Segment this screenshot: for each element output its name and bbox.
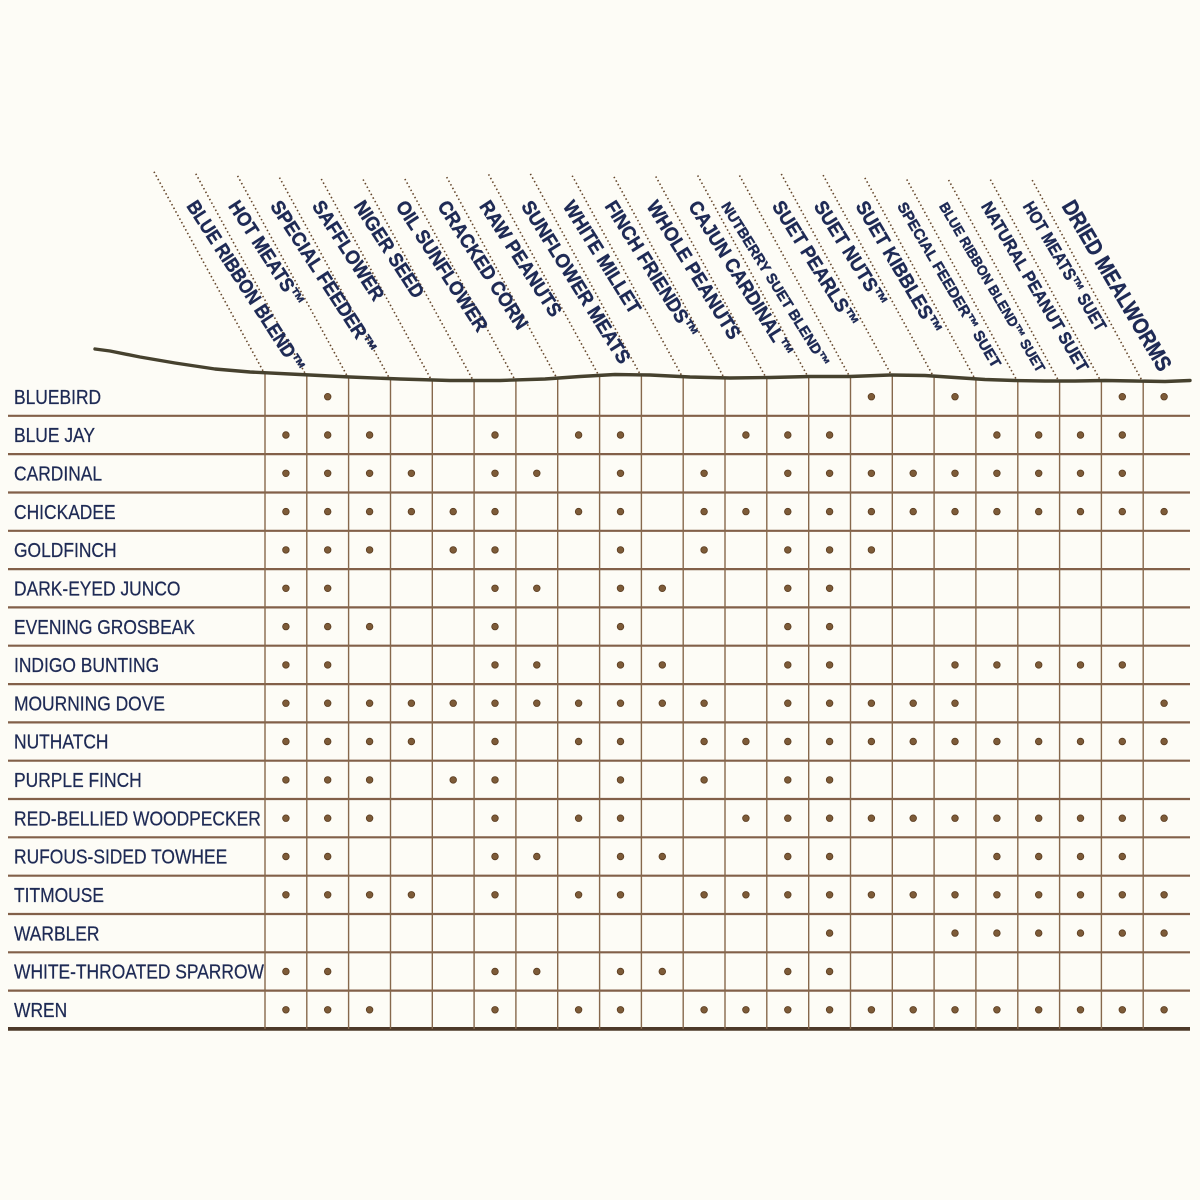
svg-text:CHICKADEE: CHICKADEE (14, 502, 116, 525)
svg-text:EVENING GROSBEAK: EVENING GROSBEAK (14, 617, 195, 640)
svg-text:DARK-EYED JUNCO: DARK-EYED JUNCO (14, 578, 180, 601)
svg-text:CARDINAL: CARDINAL (14, 463, 102, 486)
svg-text:MOURNING DOVE: MOURNING DOVE (14, 693, 165, 716)
svg-text:GOLDFINCH: GOLDFINCH (14, 540, 117, 563)
svg-text:BLUEBIRD: BLUEBIRD (14, 387, 101, 410)
svg-text:TITMOUSE: TITMOUSE (14, 885, 104, 908)
svg-text:WARBLER: WARBLER (14, 923, 99, 946)
svg-text:WHITE-THROATED SPARROW: WHITE-THROATED SPARROW (14, 961, 264, 984)
svg-text:RUFOUS-SIDED TOWHEE: RUFOUS-SIDED TOWHEE (14, 846, 227, 869)
svg-text:PURPLE FINCH: PURPLE FINCH (14, 770, 142, 793)
svg-text:RED-BELLIED WOODPECKER: RED-BELLIED WOODPECKER (14, 808, 261, 831)
svg-text:BLUE JAY: BLUE JAY (14, 425, 95, 448)
svg-text:NUTHATCH: NUTHATCH (14, 731, 108, 754)
svg-text:WREN: WREN (14, 1000, 67, 1023)
svg-text:INDIGO BUNTING: INDIGO BUNTING (14, 655, 159, 678)
